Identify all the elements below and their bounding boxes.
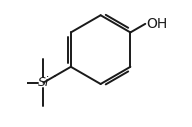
- Text: Si: Si: [38, 76, 49, 89]
- Text: OH: OH: [146, 17, 168, 31]
